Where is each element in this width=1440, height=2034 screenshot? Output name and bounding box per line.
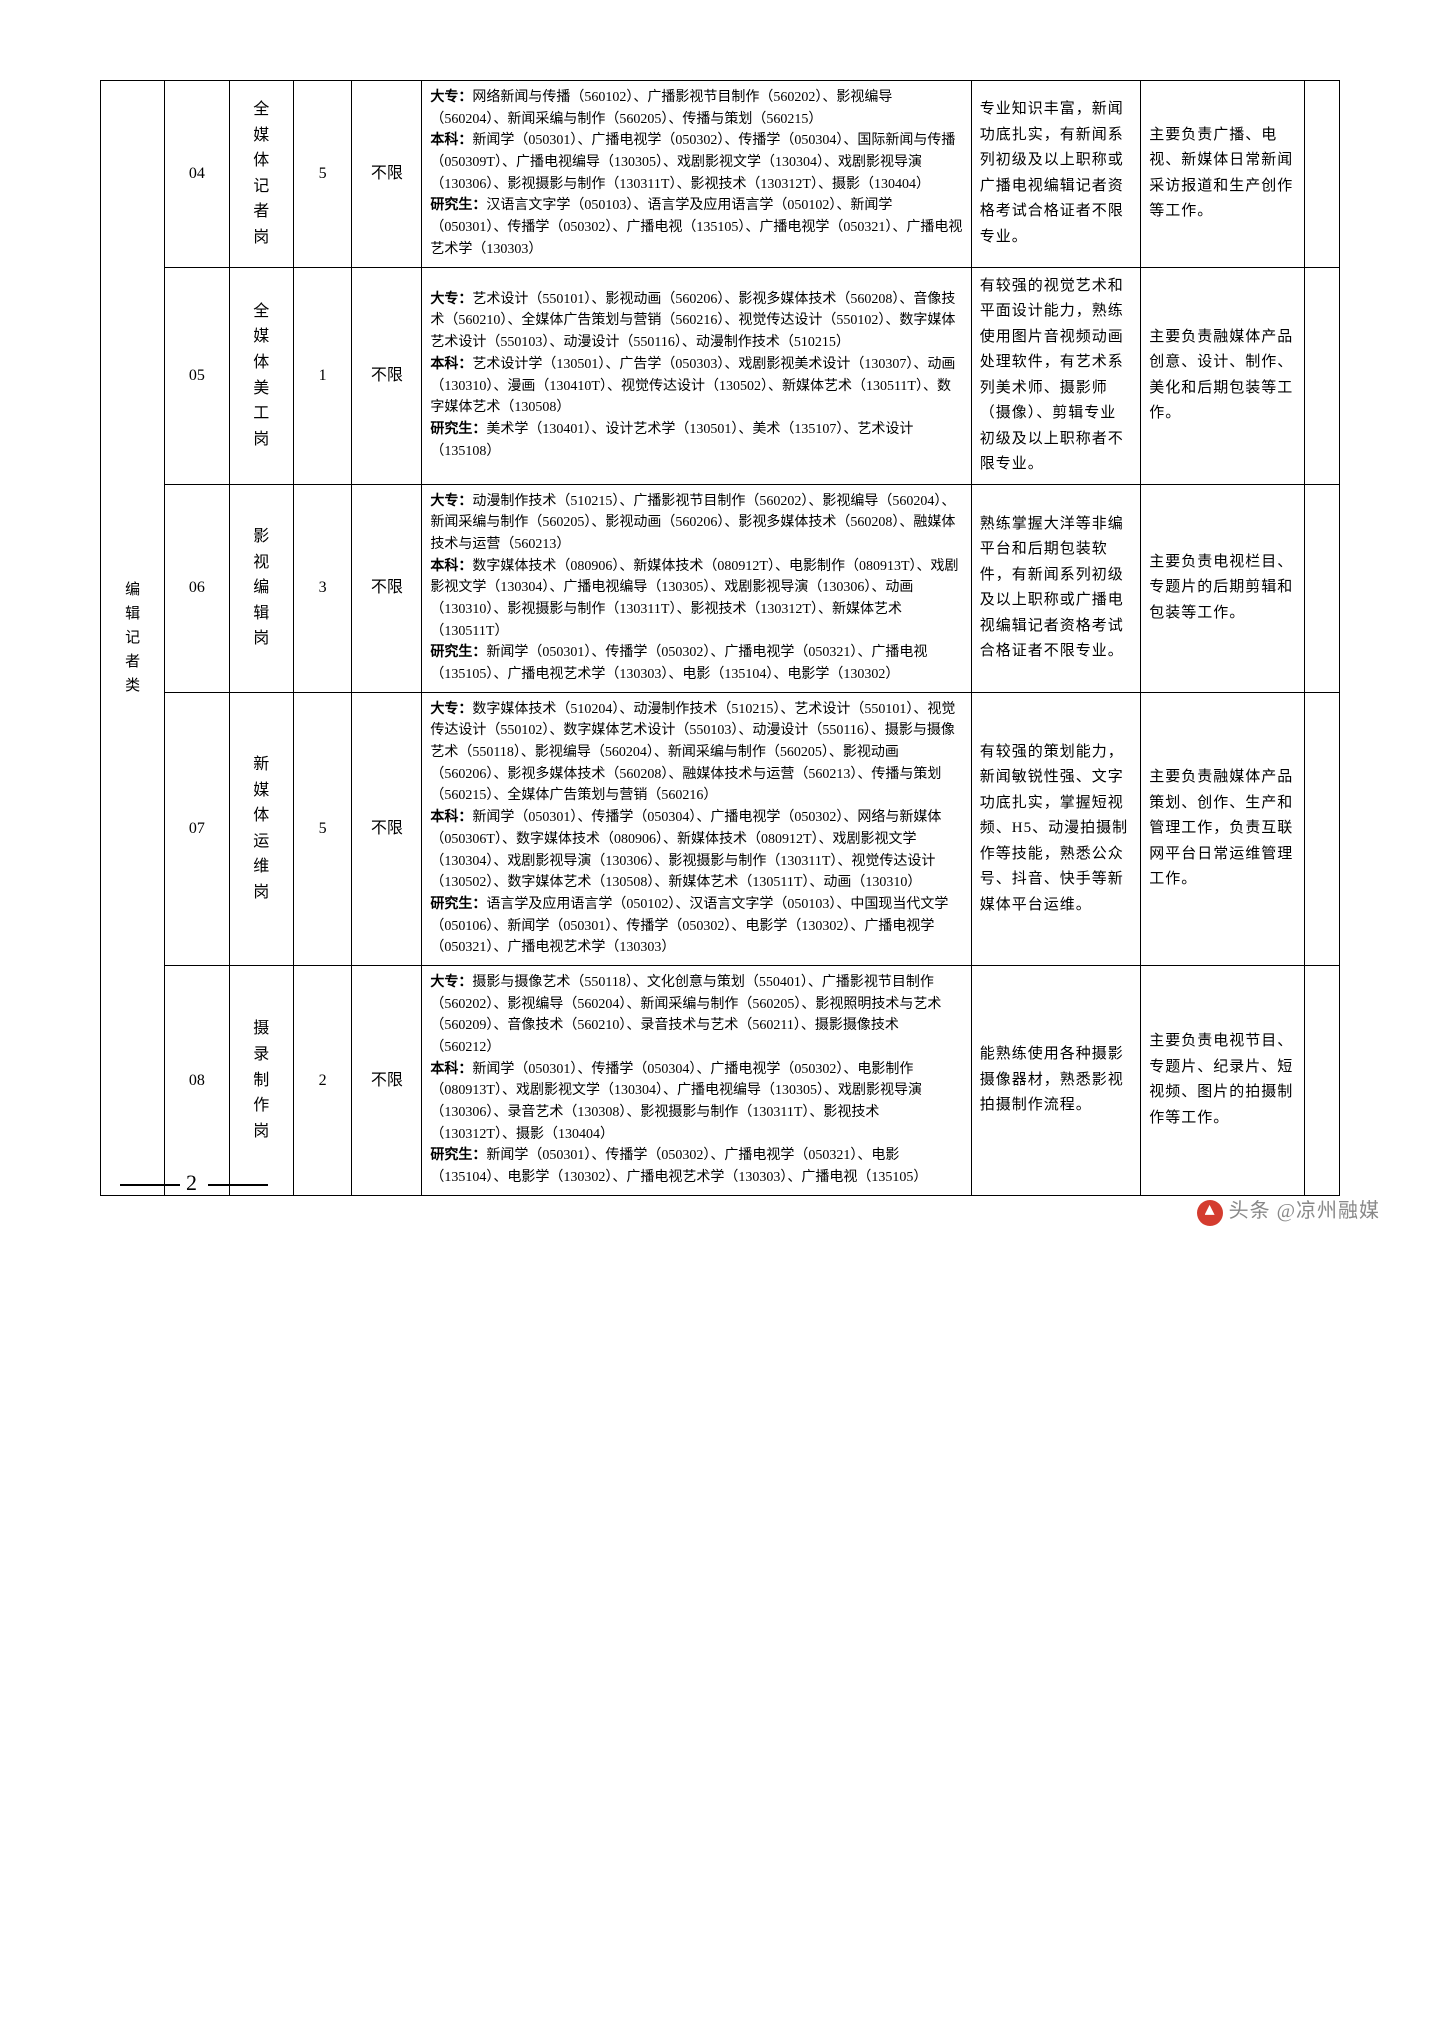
requirement-cell: 能熟练使用各种摄影摄像器材，熟悉影视拍摄制作流程。 — [971, 965, 1140, 1195]
empty-cell — [1304, 267, 1339, 484]
limit-cell: 不限 — [352, 267, 422, 484]
limit-cell: 不限 — [352, 692, 422, 965]
major-cell: 大专：艺术设计（550101）、影视动画（560206）、影视多媒体技术（560… — [422, 267, 971, 484]
code-cell: 04 — [165, 81, 229, 268]
major-cell: 大专：摄影与摄像艺术（550118）、文化创意与策划（550401）、广播影视节… — [422, 965, 971, 1195]
count-cell: 3 — [293, 484, 351, 692]
position-cell: 全媒体记者岗 — [229, 81, 293, 268]
code-cell: 07 — [165, 692, 229, 965]
empty-cell — [1304, 692, 1339, 965]
duty-cell: 主要负责融媒体产品策划、创作、生产和管理工作，负责互联网平台日常运维管理工作。 — [1141, 692, 1305, 965]
position-cell: 影视编辑岗 — [229, 484, 293, 692]
code-cell: 06 — [165, 484, 229, 692]
count-cell: 5 — [293, 81, 351, 268]
page-number: 2 — [120, 1170, 274, 1196]
duty-cell: 主要负责广播、电视、新媒体日常新闻采访报道和生产创作等工作。 — [1141, 81, 1305, 268]
toutiao-icon — [1197, 1200, 1223, 1226]
watermark: 头条 @凉州融媒 — [1197, 1194, 1380, 1225]
count-cell: 2 — [293, 965, 351, 1195]
position-cell: 摄录制作岗 — [229, 965, 293, 1195]
requirement-cell: 熟练掌握大洋等非编平台和后期包装软件，有新闻系列初级及以上职称或广播电视编辑记者… — [971, 484, 1140, 692]
position-cell: 全媒体美工岗 — [229, 267, 293, 484]
code-cell: 05 — [165, 267, 229, 484]
document-page: 编辑记者类04全媒体记者岗5不限大专：网络新闻与传播（560102）、广播影视节… — [0, 0, 1440, 1236]
count-cell: 1 — [293, 267, 351, 484]
limit-cell: 不限 — [352, 484, 422, 692]
limit-cell: 不限 — [352, 81, 422, 268]
empty-cell — [1304, 484, 1339, 692]
major-cell: 大专：网络新闻与传播（560102）、广播影视节目制作（560202）、影视编导… — [422, 81, 971, 268]
requirement-cell: 有较强的视觉艺术和平面设计能力，熟练使用图片音视频动画处理软件，有艺术系列美术师… — [971, 267, 1140, 484]
major-cell: 大专：数字媒体技术（510204）、动漫制作技术（510215）、艺术设计（55… — [422, 692, 971, 965]
recruitment-table: 编辑记者类04全媒体记者岗5不限大专：网络新闻与传播（560102）、广播影视节… — [100, 80, 1340, 1196]
requirement-cell: 专业知识丰富，新闻功底扎实，有新闻系列初级及以上职称或广播电视编辑记者资格考试合… — [971, 81, 1140, 268]
code-cell: 08 — [165, 965, 229, 1195]
duty-cell: 主要负责电视栏目、专题片的后期剪辑和包装等工作。 — [1141, 484, 1305, 692]
major-cell: 大专：动漫制作技术（510215）、广播影视节目制作（560202）、影视编导（… — [422, 484, 971, 692]
requirement-cell: 有较强的策划能力，新闻敏锐性强、文字功底扎实，掌握短视频、H5、动漫拍摄制作等技… — [971, 692, 1140, 965]
empty-cell — [1304, 81, 1339, 268]
position-cell: 新媒体运维岗 — [229, 692, 293, 965]
category-cell: 编辑记者类 — [101, 81, 165, 1196]
empty-cell — [1304, 965, 1339, 1195]
limit-cell: 不限 — [352, 965, 422, 1195]
duty-cell: 主要负责电视节目、专题片、纪录片、短视频、图片的拍摄制作等工作。 — [1141, 965, 1305, 1195]
count-cell: 5 — [293, 692, 351, 965]
duty-cell: 主要负责融媒体产品创意、设计、制作、美化和后期包装等工作。 — [1141, 267, 1305, 484]
